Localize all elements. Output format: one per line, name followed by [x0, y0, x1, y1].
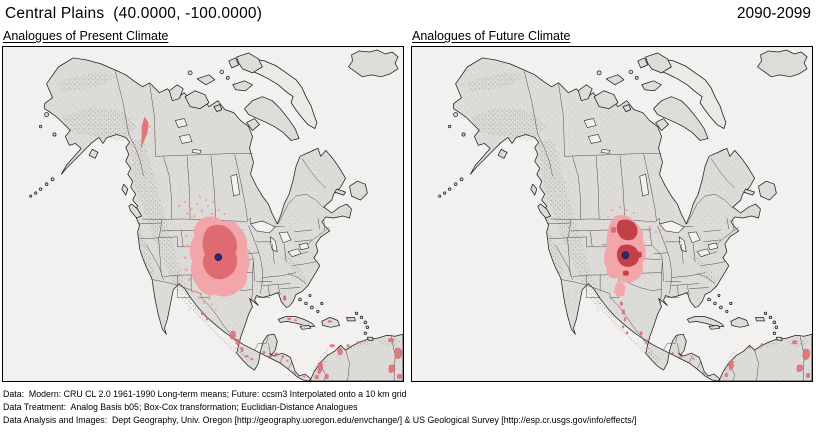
footer-data-sources: Data: Modern: CRU CL 2.0 1961-1990 Long-…	[3, 389, 407, 399]
map-present-climate	[2, 46, 404, 382]
panel-title-present: Analogues of Present Climate	[3, 29, 169, 43]
panel-title-future: Analogues of Future Climate	[412, 29, 571, 43]
time-period: 2090-2099	[736, 5, 811, 22]
footer-data-treatment: Data Treatment: Analog Basis b05; Box-Co…	[3, 402, 358, 412]
target-location-name: Central Plains	[5, 5, 105, 22]
data-attribution: Data: Modern: CRU CL 2.0 1961-1990 Long-…	[3, 388, 637, 427]
target-location-marker-present	[214, 253, 223, 261]
future-climate-map-svg	[412, 47, 812, 381]
present-climate-map-svg	[3, 47, 403, 381]
target-location-marker-future	[621, 251, 630, 259]
page-title: Central Plains (40.0000, -100.0000)	[5, 5, 262, 23]
footer-data-analysis: Data Analysis and Images: Dept Geography…	[3, 415, 637, 425]
analog-regions-present	[140, 116, 403, 380]
analog-regions-future	[604, 205, 811, 379]
map-future-climate	[411, 46, 813, 382]
target-coordinates: (40.0000, -100.0000)	[113, 5, 263, 22]
